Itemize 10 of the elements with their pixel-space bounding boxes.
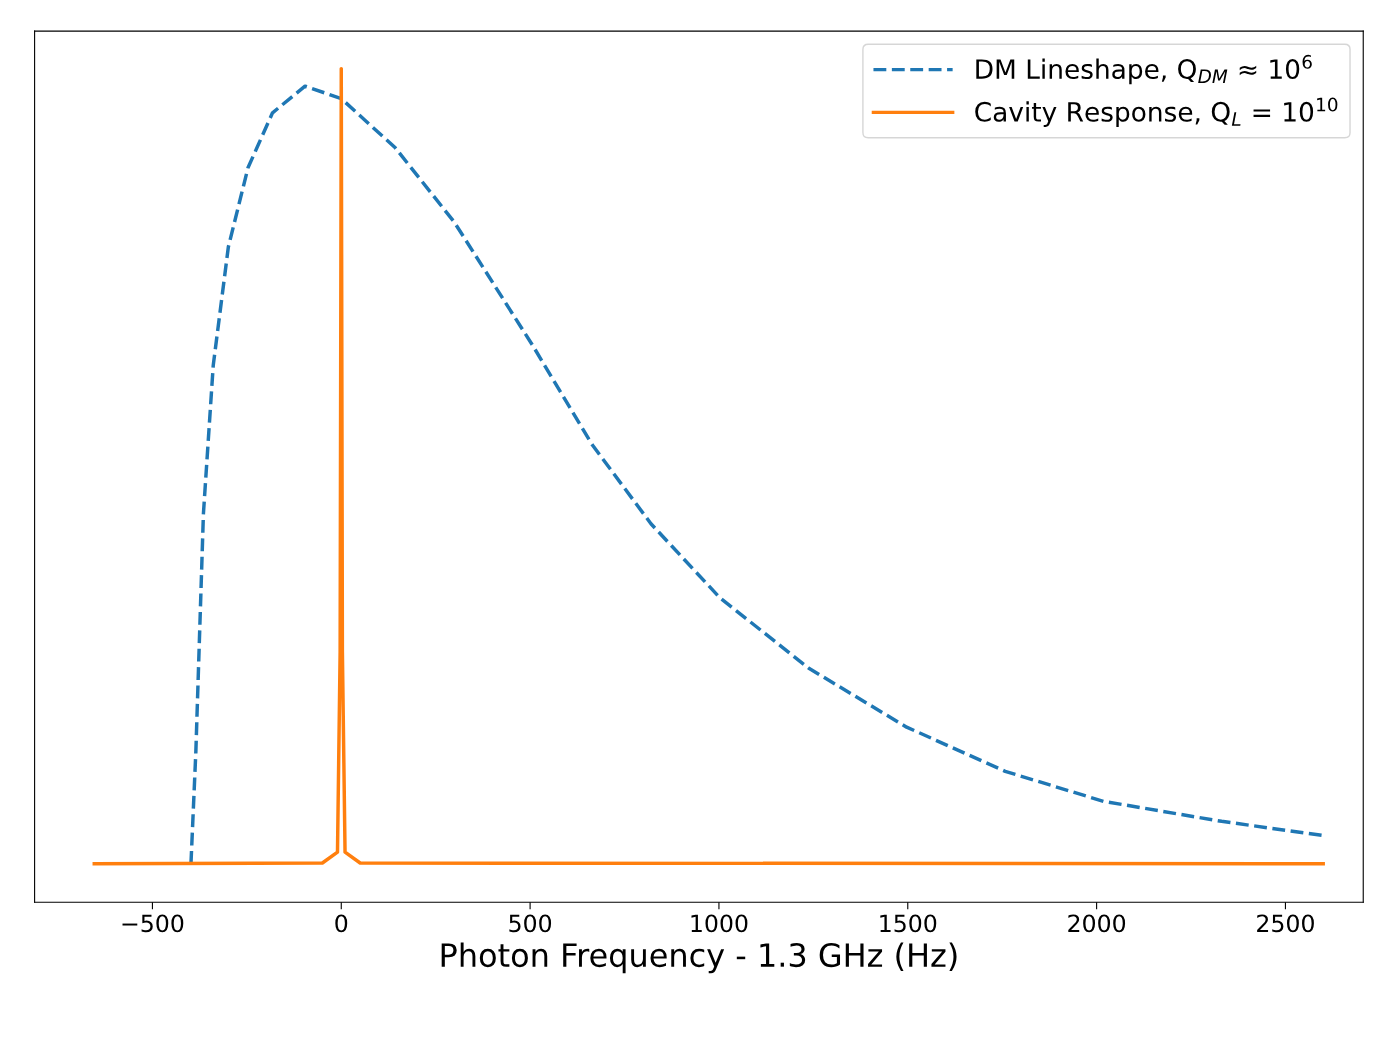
- x-tick-label: 2500: [1257, 914, 1314, 933]
- legend-label: Cavity Response, Q$_{L}$ = 10$^{10}$: [975, 97, 1338, 127]
- x-tick-label: 0: [335, 914, 348, 933]
- x-tick-label: 2000: [1068, 914, 1126, 933]
- legend-label: DM Lineshape, Q$_{DM}$ ≈ 10$^{6}$: [976, 54, 1312, 85]
- x-tick-label: 1000: [691, 914, 748, 933]
- x-tick-label: 1500: [880, 914, 937, 933]
- x-tick-label: 500: [509, 914, 552, 933]
- x-tick-label: −500: [122, 914, 184, 933]
- x-axis-title: Photon Frequency - 1.3 GHz (Hz): [441, 942, 957, 974]
